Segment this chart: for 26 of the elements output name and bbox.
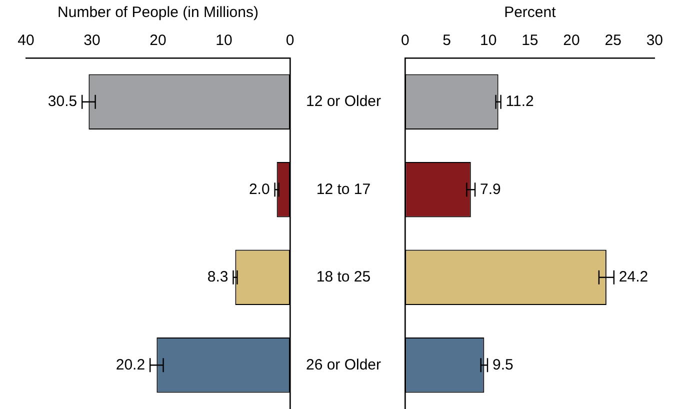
x-tick-label: 30 <box>646 32 663 50</box>
data-label: 2.0 <box>248 180 270 198</box>
x-axis-title: Percent <box>504 4 557 22</box>
y-tick-label: 26 or Older <box>306 356 382 374</box>
x-axis-title: Number of People (in Millions) <box>58 4 258 22</box>
x-tick-label: 10 <box>216 32 232 50</box>
y-tick-label: 12 or Older <box>306 93 382 110</box>
x-tick-label: 25 <box>604 32 622 50</box>
data-label: 20.2 <box>116 356 146 374</box>
y-tick-label: 12 to 17 <box>316 180 371 198</box>
data-label: 30.5 <box>48 93 78 110</box>
y-tick-label: 18 to 25 <box>316 268 371 286</box>
x-tick-label: 0 <box>401 32 410 50</box>
x-tick-label: 30 <box>84 32 100 50</box>
data-label: 9.5 <box>492 356 514 374</box>
x-tick-label: 20 <box>150 32 166 50</box>
data-label: 11.2 <box>506 93 534 110</box>
x-tick-label: 20 <box>563 32 580 50</box>
data-label: 24.2 <box>618 268 648 286</box>
x-tick-label: 40 <box>18 32 34 50</box>
x-tick-label: 0 <box>286 32 294 50</box>
x-tick-label: 5 <box>442 32 451 50</box>
data-label: 8.3 <box>207 268 228 286</box>
x-tick-label: 15 <box>522 32 538 50</box>
data-label: 7.9 <box>480 180 501 198</box>
x-tick-label: 10 <box>480 32 497 50</box>
